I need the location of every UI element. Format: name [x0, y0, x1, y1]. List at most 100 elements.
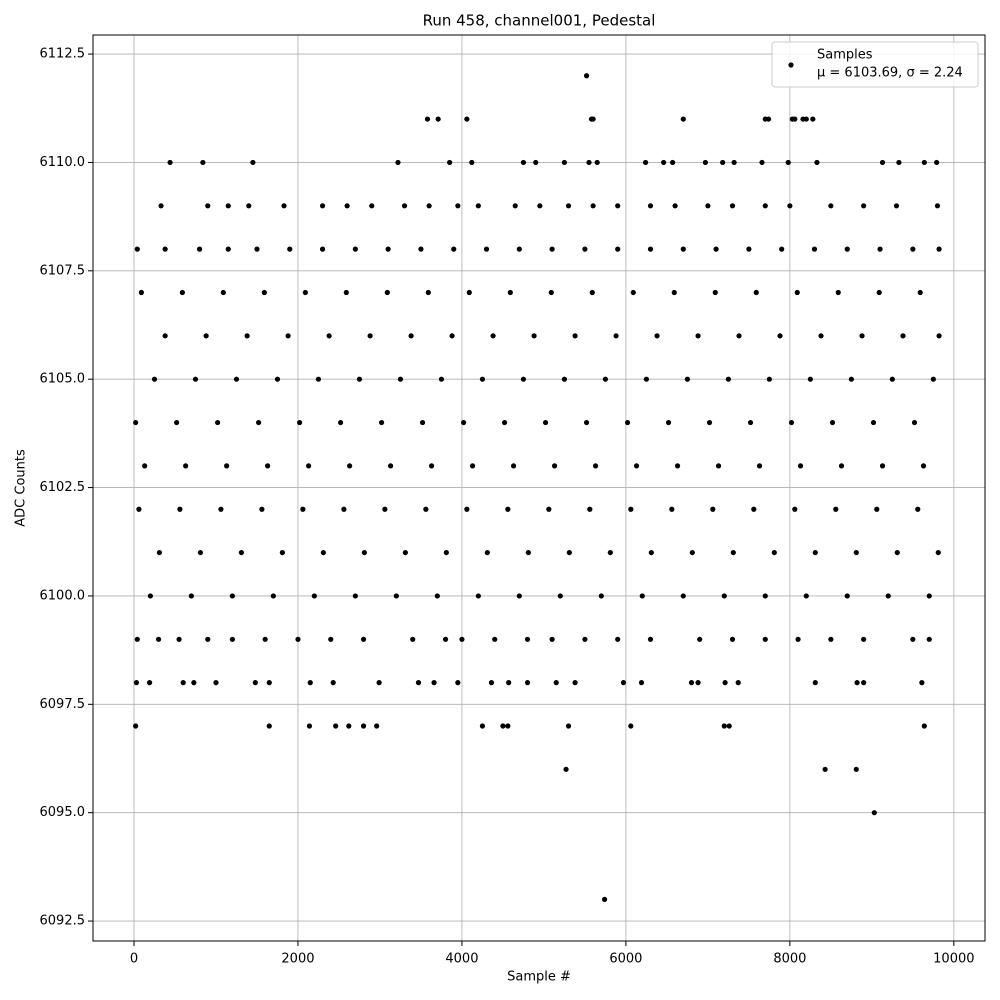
- data-point: [179, 289, 185, 296]
- data-point: [431, 680, 437, 686]
- data-point: [262, 636, 268, 642]
- data-point: [725, 376, 731, 382]
- data-point: [244, 333, 250, 339]
- data-point: [648, 549, 654, 556]
- data-point: [315, 376, 322, 382]
- data-point: [274, 376, 281, 382]
- data-point: [246, 203, 252, 209]
- data-point: [920, 463, 927, 469]
- data-point: [180, 680, 186, 686]
- y-tick-label: 6095.0: [40, 805, 86, 820]
- data-point: [753, 289, 759, 296]
- data-point: [197, 549, 204, 556]
- data-point: [136, 506, 142, 512]
- data-point: [156, 549, 163, 556]
- data-point: [565, 203, 572, 209]
- y-axis-label: ADC Counts: [14, 449, 29, 527]
- data-point: [566, 549, 572, 556]
- data-point: [266, 680, 272, 686]
- data-point: [196, 246, 203, 252]
- data-point: [665, 419, 672, 426]
- data-point: [256, 419, 262, 426]
- data-point: [715, 463, 722, 469]
- data-point: [492, 636, 498, 642]
- data-point: [919, 680, 925, 686]
- data-point: [320, 549, 326, 556]
- data-point: [415, 680, 422, 686]
- data-point: [639, 593, 645, 599]
- data-point: [788, 419, 795, 426]
- data-point: [787, 203, 793, 209]
- data-point: [203, 333, 209, 339]
- data-point: [385, 246, 391, 252]
- data-point: [638, 680, 645, 686]
- data-point: [814, 159, 820, 166]
- data-point: [936, 246, 942, 252]
- y-tick-label: 6105.0: [40, 372, 86, 387]
- data-point: [464, 116, 470, 122]
- data-point: [762, 203, 768, 209]
- data-point: [680, 116, 686, 122]
- data-point: [506, 680, 512, 686]
- data-point: [442, 636, 449, 642]
- data-point: [546, 506, 552, 512]
- data-point: [633, 463, 640, 469]
- data-point: [751, 506, 757, 512]
- data-point: [297, 419, 303, 426]
- data-point: [460, 419, 467, 426]
- data-point: [542, 419, 549, 426]
- data-point: [459, 636, 465, 642]
- data-point: [484, 549, 490, 556]
- data-point: [428, 463, 435, 469]
- data-point: [328, 636, 334, 642]
- data-point: [661, 159, 667, 166]
- data-point: [369, 203, 375, 209]
- data-point: [765, 116, 772, 122]
- data-point: [384, 289, 390, 296]
- data-point: [721, 593, 727, 599]
- data-point: [218, 506, 224, 512]
- data-point: [142, 463, 148, 469]
- x-tick-label: 10000: [933, 952, 974, 967]
- data-point: [853, 766, 859, 772]
- data-point: [779, 246, 785, 252]
- data-point: [647, 636, 654, 642]
- data-point: [688, 680, 695, 686]
- data-point: [133, 419, 139, 426]
- data-point: [647, 246, 654, 252]
- data-point: [607, 549, 613, 556]
- data-point: [549, 246, 555, 252]
- data-point: [352, 246, 358, 252]
- data-point: [848, 376, 854, 382]
- y-tick-label: 6110.0: [40, 155, 86, 170]
- data-point: [896, 159, 902, 166]
- data-point: [265, 463, 271, 469]
- data-point: [524, 680, 531, 686]
- data-point: [563, 766, 569, 772]
- data-point: [374, 723, 380, 729]
- data-point: [620, 680, 627, 686]
- data-point: [822, 766, 828, 772]
- data-point: [592, 463, 599, 469]
- data-point: [548, 289, 554, 296]
- data-point: [466, 289, 472, 296]
- data-point: [449, 333, 455, 339]
- data-point: [601, 896, 608, 902]
- chart-title: Run 458, channel001, Pedestal: [423, 12, 656, 30]
- data-point: [488, 680, 495, 686]
- data-point: [213, 680, 219, 686]
- data-point: [401, 203, 408, 209]
- data-point: [615, 246, 621, 252]
- data-point: [582, 246, 588, 252]
- data-point: [455, 680, 461, 686]
- data-point: [812, 680, 818, 686]
- x-tick-label: 8000: [773, 952, 806, 967]
- legend-stats: μ = 6103.69, σ = 2.24: [817, 66, 963, 81]
- data-point: [425, 289, 431, 296]
- data-point: [266, 723, 272, 729]
- data-point: [706, 419, 713, 426]
- data-point: [854, 680, 860, 686]
- data-point: [910, 246, 916, 252]
- data-point: [319, 203, 326, 209]
- data-point: [936, 333, 942, 339]
